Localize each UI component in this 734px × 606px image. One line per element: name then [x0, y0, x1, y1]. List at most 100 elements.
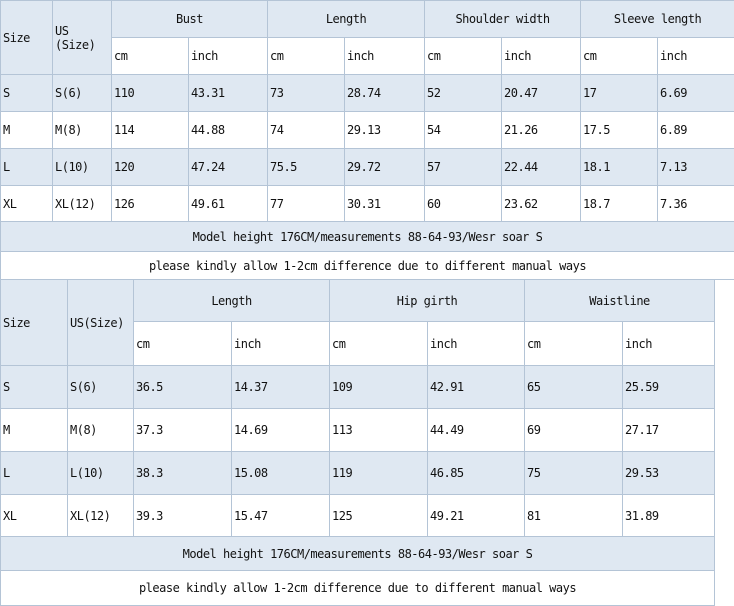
- data-cell: M(8): [52, 111, 112, 149]
- unit-cell: cm: [580, 37, 659, 75]
- data-cell: M: [0, 408, 68, 452]
- data-cell: 49.21: [427, 494, 526, 537]
- unit-cell: inch: [343, 37, 426, 75]
- data-cell: 15.08: [230, 451, 331, 495]
- unit-cell: cm: [267, 37, 345, 75]
- table-row: Model height 176CM/measurements 88-64-93…: [0, 221, 734, 252]
- data-cell: S: [0, 365, 68, 409]
- unit-cell: inch: [188, 37, 268, 75]
- table-row: L L(10) 38.3 15.08 119 46.85 75 29.53: [0, 451, 716, 495]
- data-cell: 31.89: [622, 494, 716, 537]
- data-cell: 114: [111, 111, 189, 149]
- data-cell: 27.17: [622, 408, 716, 452]
- table-row: S S(6) 110 43.31 73 28.74 52 20.47 17 6.69: [0, 74, 734, 112]
- data-cell: 113: [329, 408, 429, 452]
- data-cell: 46.85: [427, 451, 526, 495]
- data-cell: 120: [111, 148, 189, 186]
- data-cell: 57: [424, 148, 503, 186]
- table-row: L L(10) 120 47.24 75.5 29.72 57 22.44 18.1 7.13: [0, 148, 734, 186]
- table-row: Model height 176CM/measurements 88-64-93…: [0, 536, 716, 571]
- data-cell: 54: [424, 111, 503, 149]
- data-cell: 42.91: [427, 365, 526, 409]
- data-cell: 25.59: [622, 365, 716, 409]
- data-cell: 23.62: [501, 185, 582, 222]
- table-row: M M(8) 37.3 14.69 113 44.49 69 27.17: [0, 408, 716, 452]
- data-cell: 73: [267, 74, 345, 112]
- data-cell: M: [0, 111, 53, 149]
- data-cell: 30.31: [343, 185, 426, 222]
- data-cell: 29.53: [622, 451, 716, 495]
- unit-cell: cm: [329, 321, 429, 366]
- data-cell: 28.74: [343, 74, 426, 112]
- unit-cell: cm: [111, 37, 189, 75]
- data-cell: 18.7: [580, 185, 659, 222]
- unit-cell: cm: [424, 37, 503, 75]
- table-row: M M(8) 114 44.88 74 29.13 54 21.26 17.5 6.89: [0, 111, 734, 149]
- unit-cell: cm: [133, 321, 232, 366]
- group-header: Length: [132, 279, 331, 322]
- note-cell: please kindly allow 1-2cm difference due…: [0, 570, 716, 606]
- header-cell: US (Size): [52, 0, 112, 75]
- data-cell: 6.89: [657, 111, 734, 149]
- data-cell: S: [0, 74, 53, 112]
- data-cell: 49.61: [188, 185, 268, 222]
- data-cell: 52: [424, 74, 503, 112]
- data-cell: 74: [267, 111, 345, 149]
- group-header: Hip girth: [329, 279, 526, 322]
- data-cell: 17.5: [580, 111, 659, 149]
- group-header: Bust: [111, 0, 268, 38]
- data-cell: 77: [267, 185, 345, 222]
- note-cell: Model height 176CM/measurements 88-64-93…: [0, 221, 734, 252]
- data-cell: 43.31: [188, 74, 268, 112]
- table-row: please kindly allow 1-2cm difference due…: [0, 251, 734, 280]
- data-cell: 14.69: [230, 408, 331, 452]
- data-cell: XL: [0, 494, 68, 537]
- data-cell: 39.3: [133, 494, 232, 537]
- data-cell: L: [0, 148, 53, 186]
- table-row: please kindly allow 1-2cm difference due…: [0, 570, 716, 606]
- table-row: S S(6) 36.5 14.37 109 42.91 65 25.59: [0, 365, 716, 409]
- data-cell: 69: [524, 408, 624, 452]
- data-cell: 38.3: [133, 451, 232, 495]
- data-cell: 37.3: [133, 408, 232, 452]
- group-header: Shoulder width: [424, 0, 582, 38]
- table-row: XL XL(12) 39.3 15.47 125 49.21 81 31.89: [0, 494, 716, 537]
- data-cell: 17: [580, 74, 659, 112]
- data-cell: 81: [524, 494, 624, 537]
- table-row: Size US(Size) Length Hip girth Waistline: [0, 279, 716, 366]
- data-cell: 125: [329, 494, 429, 537]
- size-table: Size US (Size) Bust Length Shoulder width Sle…: [0, 0, 734, 280]
- unit-cell: inch: [230, 321, 331, 366]
- data-cell: L(10): [67, 451, 134, 495]
- data-cell: 14.37: [230, 365, 331, 409]
- group-header: Sleeve length: [580, 0, 734, 38]
- data-cell: 29.72: [343, 148, 426, 186]
- data-cell: 29.13: [343, 111, 426, 149]
- table-row: cm inch cm inch cm inch: [1, 321, 716, 366]
- header-cell: Size: [0, 0, 53, 75]
- data-cell: 21.26: [501, 111, 582, 149]
- data-cell: XL(12): [67, 494, 134, 537]
- data-cell: 22.44: [501, 148, 582, 186]
- unit-cell: inch: [657, 37, 734, 75]
- data-cell: 7.13: [657, 148, 734, 186]
- note-cell: Model height 176CM/measurements 88-64-93…: [0, 536, 716, 571]
- unit-cell: inch: [622, 321, 716, 366]
- note-cell: please kindly allow 1-2cm difference due…: [0, 251, 734, 280]
- data-cell: 6.69: [657, 74, 734, 112]
- data-cell: 75: [524, 451, 624, 495]
- data-cell: 18.1: [580, 148, 659, 186]
- unit-cell: inch: [427, 321, 526, 366]
- unit-cell: inch: [501, 37, 582, 75]
- data-cell: 109: [329, 365, 429, 409]
- header-cell: US(Size): [67, 279, 134, 366]
- data-cell: 110: [111, 74, 189, 112]
- data-cell: S(6): [52, 74, 112, 112]
- data-cell: 7.36: [657, 185, 734, 222]
- data-cell: 119: [329, 451, 429, 495]
- data-cell: S(6): [67, 365, 134, 409]
- data-cell: 65: [524, 365, 624, 409]
- data-cell: 15.47: [230, 494, 331, 537]
- data-cell: 126: [111, 185, 189, 222]
